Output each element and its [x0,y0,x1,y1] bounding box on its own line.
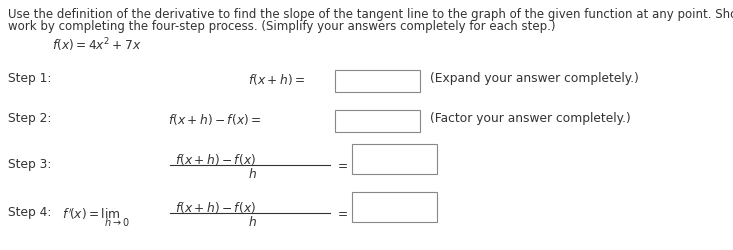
Text: $\it{f}(\it{x} + \it{h}) - \it{f}(\it{x})$: $\it{f}(\it{x} + \it{h}) - \it{f}(\it{x}… [175,200,256,215]
Bar [335,110,420,132]
Text: $\it{h}$: $\it{h}$ [248,167,257,181]
Text: $\it{h}{\to}0$: $\it{h}{\to}0$ [104,216,130,228]
Bar [352,144,437,174]
Text: Step 2:: Step 2: [8,112,51,125]
Text: Step 4:: Step 4: [8,206,51,219]
Text: work by completing the four-step process. (Simplify your answers completely for : work by completing the four-step process… [8,20,556,33]
Text: (Expand your answer completely.): (Expand your answer completely.) [430,72,639,85]
Text: $\it{f}(\it{x} + \it{h}) - \it{f}(\it{x})$: $\it{f}(\it{x} + \it{h}) - \it{f}(\it{x}… [175,152,256,167]
Bar [335,70,420,92]
Text: $=$: $=$ [335,206,348,219]
Bar [352,192,437,222]
Text: Step 1:: Step 1: [8,72,51,85]
Text: $\it{f}(\it{x}) = 4\it{x}^2 + 7\it{x}$: $\it{f}(\it{x}) = 4\it{x}^2 + 7\it{x}$ [52,36,141,54]
Text: $\it{f}\,'\!(\it{x}) = \lim$: $\it{f}\,'\!(\it{x}) = \lim$ [62,206,121,222]
Text: Use the definition of the derivative to find the slope of the tangent line to th: Use the definition of the derivative to … [8,8,733,21]
Text: $\it{f}(\it{x} + \it{h}) - \it{f}(\it{x}) =$: $\it{f}(\it{x} + \it{h}) - \it{f}(\it{x}… [168,112,262,127]
Text: $\it{h}$: $\it{h}$ [248,215,257,229]
Text: Step 3:: Step 3: [8,158,51,171]
Text: $\it{f}(\it{x} + \it{h}) =$: $\it{f}(\it{x} + \it{h}) =$ [248,72,305,87]
Text: $=$: $=$ [335,158,348,171]
Text: (Factor your answer completely.): (Factor your answer completely.) [430,112,631,125]
